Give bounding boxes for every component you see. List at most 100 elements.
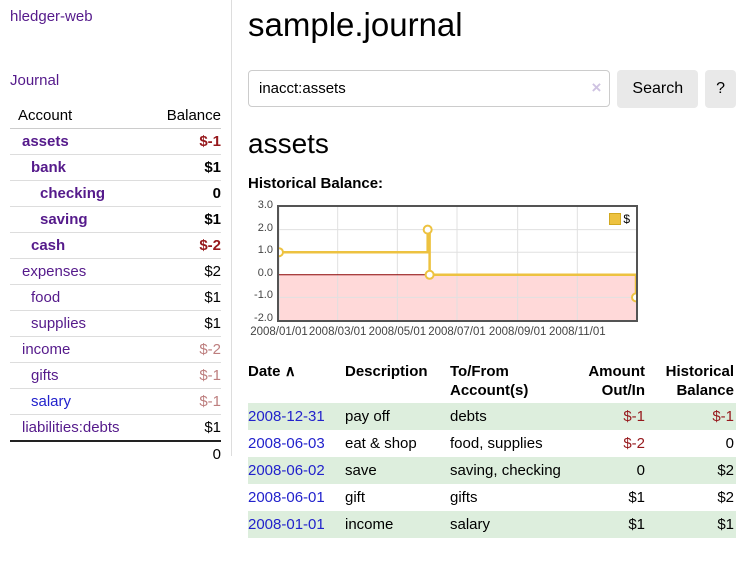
chart-canvas [279, 207, 636, 320]
account-balance: $1 [151, 285, 221, 311]
accounts-total-value: 0 [151, 441, 221, 467]
chart-title: Historical Balance: [248, 175, 736, 192]
transaction-description: eat & shop [345, 430, 450, 457]
sidebar-account-link[interactable]: bank [31, 159, 66, 176]
x-axis-tick: 2008/05/01 [369, 326, 427, 338]
y-axis-tick: -2.0 [248, 313, 273, 324]
sidebar-account-link[interactable]: expenses [22, 263, 86, 280]
sidebar-account-link[interactable]: liabilities:debts [22, 419, 120, 436]
transaction-description: income [345, 511, 450, 538]
register-table: Date ∧ Description To/From Account(s) Am… [248, 360, 736, 538]
column-header-amount: Amount Out/In [567, 360, 647, 403]
sidebar-account-link[interactable]: gifts [31, 367, 59, 384]
transaction-amount: $-2 [567, 430, 647, 457]
transaction-row: 2008-06-03 eat & shopfood, supplies$-20 [248, 430, 736, 457]
transaction-accounts: debts [450, 403, 567, 430]
x-axis-tick: 2008/11/01 [549, 326, 606, 338]
column-header-balance: Historical Balance [647, 360, 736, 403]
column-header-date[interactable]: Date ∧ [248, 360, 345, 403]
sidebar-item-journal[interactable]: Journal [10, 72, 221, 89]
chart-legend: $ [608, 212, 631, 226]
transaction-date-link[interactable]: 2008-06-03 [248, 435, 325, 452]
y-axis-tick: -1.0 [248, 290, 273, 301]
sidebar: hledger-web Journal Account Balance asse… [0, 0, 232, 456]
sidebar-account-link[interactable]: salary [31, 393, 71, 410]
sidebar-account-link[interactable]: supplies [31, 315, 86, 332]
transaction-accounts: food, supplies [450, 430, 567, 457]
account-row: salary$-1 [10, 389, 221, 415]
x-axis-tick: 2008/09/01 [489, 326, 547, 338]
account-balance: $1 [151, 311, 221, 337]
column-header-description: Description [345, 360, 450, 403]
clear-search-icon[interactable]: × [591, 78, 601, 98]
transaction-balance: $2 [647, 457, 736, 484]
y-axis-tick: 2.0 [248, 223, 273, 234]
transaction-balance: 0 [647, 430, 736, 457]
column-header-accounts: To/From Account(s) [450, 360, 567, 403]
transaction-amount: $1 [567, 511, 647, 538]
transaction-accounts: saving, checking [450, 457, 567, 484]
y-axis-tick: 3.0 [248, 200, 273, 211]
account-row: supplies $1 [10, 311, 221, 337]
account-balance: $-2 [151, 233, 221, 259]
transaction-description: save [345, 457, 450, 484]
sidebar-account-link[interactable]: food [31, 289, 60, 306]
accounts-table: Account Balance assets$-1bank$1checking0… [10, 104, 221, 467]
account-balance: $-1 [151, 129, 221, 155]
search-input[interactable] [248, 70, 610, 107]
help-button[interactable]: ? [705, 70, 736, 108]
account-row: gifts $-1 [10, 363, 221, 389]
legend-series-label: $ [623, 212, 630, 226]
transaction-balance: $-1 [647, 403, 736, 430]
search-button[interactable]: Search [617, 70, 698, 108]
transaction-amount: 0 [567, 457, 647, 484]
sidebar-account-link[interactable]: saving [40, 211, 88, 228]
account-row: checking0 [10, 181, 221, 207]
account-row: income $-2 [10, 337, 221, 363]
transaction-date-link[interactable]: 2008-06-02 [248, 462, 325, 479]
transaction-description: gift [345, 484, 450, 511]
chart-plot-area: $ [277, 205, 638, 322]
account-balance: $-1 [151, 363, 221, 389]
transaction-amount: $1 [567, 484, 647, 511]
sidebar-account-link[interactable]: income [22, 341, 70, 358]
register-header-row: Date ∧ Description To/From Account(s) Am… [248, 360, 736, 403]
page-title: sample.journal [248, 6, 736, 44]
x-axis-tick: 2008/07/01 [428, 326, 486, 338]
account-row: expenses $2 [10, 259, 221, 285]
transaction-row: 2008-06-01 giftgifts$1$2 [248, 484, 736, 511]
sort-ascending-icon: ∧ [285, 363, 296, 380]
search-form: × Search ? [248, 70, 736, 108]
sidebar-account-link[interactable]: checking [40, 185, 105, 202]
account-balance: $1 [151, 415, 221, 442]
accounts-column-header-account: Account [10, 104, 151, 129]
sidebar-account-link[interactable]: assets [22, 133, 69, 150]
account-balance: $-2 [151, 337, 221, 363]
register-account-heading: assets [248, 128, 736, 160]
account-balance: $1 [151, 207, 221, 233]
transaction-accounts: gifts [450, 484, 567, 511]
transaction-balance: $1 [647, 511, 736, 538]
accounts-column-header-balance: Balance [151, 104, 221, 129]
transaction-date-link[interactable]: 2008-01-01 [248, 516, 325, 533]
transaction-row: 2008-01-01incomesalary$1$1 [248, 511, 736, 538]
transaction-description: pay off [345, 403, 450, 430]
account-row: bank$1 [10, 155, 221, 181]
transaction-amount: $-1 [567, 403, 647, 430]
account-row: cash $-2 [10, 233, 221, 259]
account-row: assets $-1 [10, 129, 221, 155]
transaction-accounts: salary [450, 511, 567, 538]
legend-swatch-icon [609, 213, 621, 225]
sidebar-account-link[interactable]: cash [31, 237, 65, 254]
transaction-balance: $2 [647, 484, 736, 511]
transaction-date-link[interactable]: 2008-12-31 [248, 408, 325, 425]
account-row: saving $1 [10, 207, 221, 233]
account-row: liabilities:debts $1 [10, 415, 221, 442]
accounts-total-row: 0 [10, 441, 221, 467]
x-axis-tick: 2008/01/01 [250, 326, 308, 338]
brand-link[interactable]: hledger-web [10, 8, 221, 25]
y-axis-tick: 1.0 [248, 245, 273, 256]
transaction-row: 2008-12-31pay offdebts$-1$-1 [248, 403, 736, 430]
transaction-date-link[interactable]: 2008-06-01 [248, 489, 325, 506]
account-balance: $2 [151, 259, 221, 285]
